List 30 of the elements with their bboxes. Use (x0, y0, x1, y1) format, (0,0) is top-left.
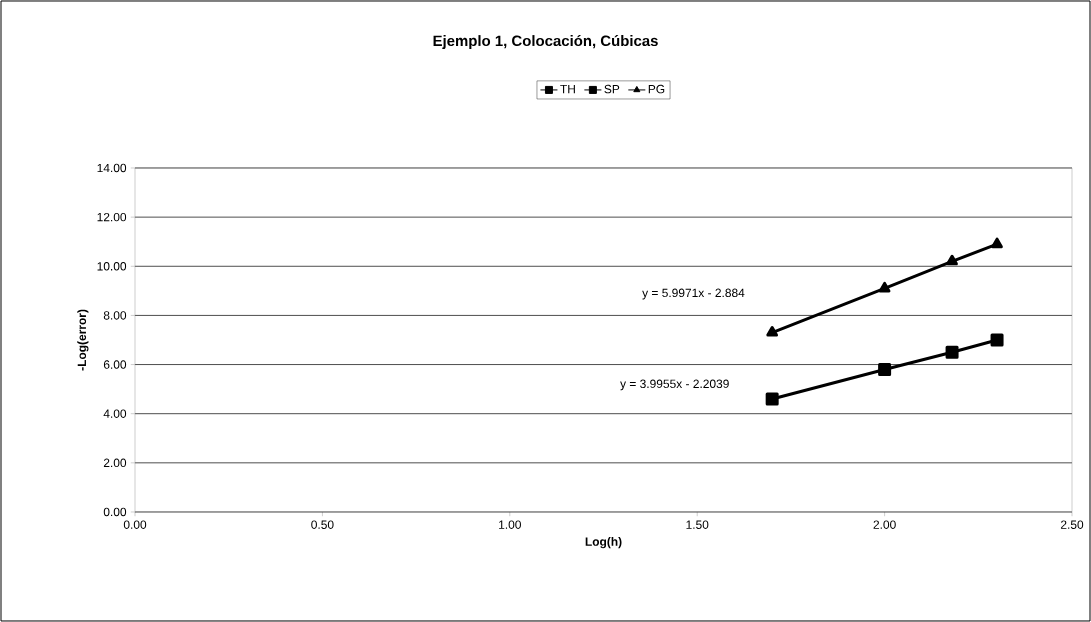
legend-label: SP (604, 84, 620, 94)
y-axis-title: -Log(error) (77, 309, 89, 371)
y-tick-label: 10.00 (97, 262, 127, 271)
x-tick-label: 1.00 (499, 520, 521, 529)
chart-title: Ejemplo 1, Colocación, Cúbicas (433, 34, 658, 50)
y-tick-label: 14.00 (97, 163, 127, 173)
point (991, 237, 1003, 249)
y-tick-label: 8.00 (103, 311, 127, 320)
legend-label: TH (560, 84, 575, 94)
x-axis-title: Log(h) (585, 537, 622, 549)
x-tick-label: 1.50 (686, 520, 709, 529)
point (765, 392, 779, 406)
x-tick-label: 2.50 (1060, 520, 1084, 529)
x-tick-label: 2.00 (873, 520, 896, 529)
point (990, 333, 1004, 347)
y-tick-label: 2.00 (103, 458, 127, 468)
y-tick-label: 6.00 (103, 360, 127, 369)
point (878, 281, 891, 293)
point (878, 362, 892, 376)
y-tick-label: 0.00 (103, 507, 127, 517)
point (946, 254, 958, 266)
x-tick-label: 0.00 (123, 520, 147, 529)
legend-label: PG (648, 84, 665, 94)
y-tick-label: 12.00 (97, 212, 127, 222)
point (945, 345, 959, 359)
y-tick-label: 4.00 (103, 409, 127, 418)
point (766, 326, 778, 337)
annotation: y = 3.9955x - 2.2039 (620, 379, 729, 391)
annotation: y = 5.9971x - 2.884 (642, 288, 745, 300)
x-tick-label: 0.50 (311, 520, 334, 529)
